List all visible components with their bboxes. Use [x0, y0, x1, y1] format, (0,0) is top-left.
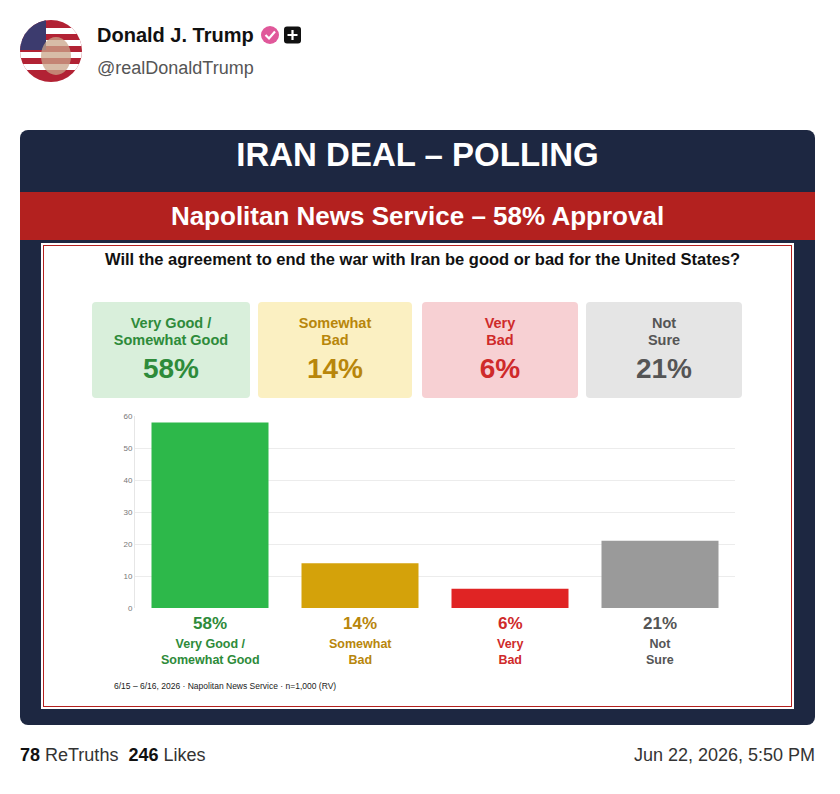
- html-text:Bad: Bad: [321, 332, 349, 348]
- svg-text:14%: 14%: [343, 614, 377, 633]
- html-text:Sure: Sure: [647, 332, 681, 348]
- html-text:IRAN DEAL – POLLING: IRAN DEAL – POLLING: [236, 136, 599, 173]
- svg-text:50: 50: [123, 444, 132, 453]
- html-text:Jun 22, 2026, 5:50 PM: Jun 22, 2026, 5:50 PM: [633, 745, 815, 765]
- svg-text:20: 20: [123, 540, 132, 549]
- html-text:Bad: Bad: [486, 332, 514, 348]
- svg-text:58%: 58%: [193, 614, 227, 633]
- html-text:Not: Not: [651, 315, 677, 331]
- svg-text:Very Good /Somewhat Good: Very Good /Somewhat Good: [161, 637, 260, 667]
- html-text:21%: 21%: [636, 353, 692, 384]
- html-text:6/15 – 6/16, 2026 · Napolitan: 6/15 – 6/16, 2026 · Napolitan News Servi…: [114, 681, 337, 691]
- html-text:6%: 6%: [479, 353, 521, 384]
- svg-text:10: 10: [123, 572, 132, 581]
- html-text:14%: 14%: [307, 353, 363, 384]
- html-text:Somewhat Good: Somewhat Good: [113, 332, 229, 348]
- html-text:Very Good /: Very Good /: [130, 315, 212, 331]
- html-text:58%: 58%: [143, 353, 199, 384]
- svg-text:SomewhatBad: SomewhatBad: [329, 637, 392, 667]
- html-text:Very: Very: [484, 315, 516, 331]
- svg-text:6%: 6%: [498, 614, 523, 633]
- html-text:@realDonaldTrump: @realDonaldTrump: [97, 58, 254, 78]
- svg-text:30: 30: [123, 508, 132, 517]
- html-text:Donald J. Trump: Donald J. Trump: [97, 24, 254, 46]
- html-text:Will the agreement to end the: Will the agreement to end the war with I…: [105, 250, 741, 268]
- html-text:Somewhat: Somewhat: [298, 315, 372, 331]
- html-text:Napolitan News Service – 58% A: Napolitan News Service – 58% Approval: [170, 201, 665, 231]
- svg-text:21%: 21%: [643, 614, 677, 633]
- svg-text:NotSure: NotSure: [646, 637, 674, 667]
- svg-text:60: 60: [123, 412, 132, 421]
- html-text:78 ReTruths 246 Likes: 78 ReTruths 246 Likes: [20, 745, 206, 765]
- svg-text:40: 40: [123, 476, 132, 485]
- svg-text:0: 0: [128, 604, 133, 613]
- svg-text:VeryBad: VeryBad: [497, 637, 523, 667]
